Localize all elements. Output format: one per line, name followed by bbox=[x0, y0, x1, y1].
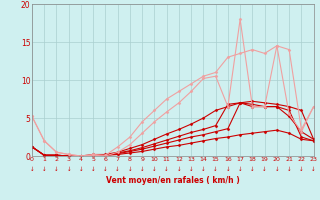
X-axis label: Vent moyen/en rafales ( km/h ): Vent moyen/en rafales ( km/h ) bbox=[106, 176, 240, 185]
